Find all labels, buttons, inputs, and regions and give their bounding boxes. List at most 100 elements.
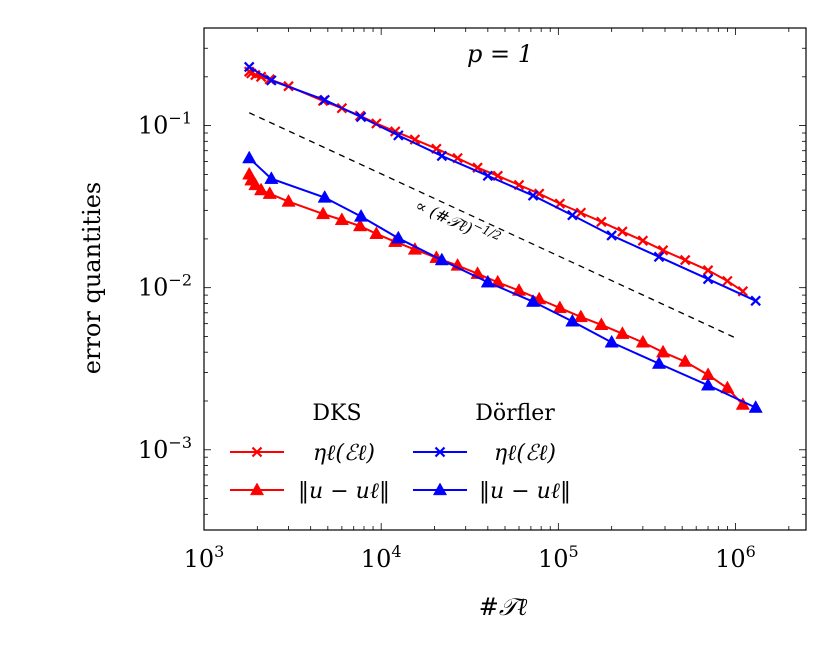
axis-labels: p = 1 #𝒯ℓ error quantities bbox=[78, 40, 533, 621]
legend-swatch-marker bbox=[249, 482, 265, 496]
data-point bbox=[391, 230, 406, 244]
series-dks-estimator bbox=[243, 66, 749, 297]
data-point-stroke-b bbox=[596, 216, 607, 228]
data-point bbox=[565, 313, 580, 327]
chart-title: p = 1 bbox=[467, 40, 533, 68]
data-point bbox=[436, 150, 448, 162]
axis-ticks: 103 104 105 106 10−3 10−2 10−1 bbox=[138, 27, 806, 573]
data-point bbox=[596, 216, 607, 228]
data-point bbox=[281, 194, 296, 207]
y-axis-label: error quantities bbox=[78, 182, 106, 374]
data-point-stroke-b bbox=[575, 207, 587, 219]
data-point bbox=[604, 334, 619, 348]
legend-swatch-marker bbox=[434, 446, 446, 458]
data-point-stroke-b bbox=[617, 226, 628, 237]
data-point bbox=[319, 94, 330, 106]
data-point-stroke-b bbox=[679, 254, 691, 266]
data-point bbox=[242, 150, 257, 164]
data-point bbox=[552, 300, 567, 314]
legend-swatch-marker-stroke-b bbox=[251, 446, 263, 458]
x-tick-label: 104 bbox=[361, 542, 402, 573]
series-dörfler-estimator bbox=[243, 61, 761, 307]
data-point-stroke-b bbox=[527, 190, 539, 201]
data-point bbox=[567, 209, 578, 221]
series-line bbox=[248, 174, 744, 406]
data-point bbox=[315, 206, 331, 220]
data-point bbox=[434, 252, 449, 266]
data-point-stroke-b bbox=[255, 71, 267, 83]
data-point bbox=[262, 186, 277, 199]
data-point bbox=[355, 111, 367, 123]
data-point bbox=[702, 265, 714, 276]
data-point bbox=[594, 317, 609, 330]
data-point bbox=[255, 71, 267, 83]
data-point-stroke-b bbox=[750, 295, 761, 307]
data-point bbox=[450, 258, 465, 271]
data-point bbox=[653, 251, 665, 263]
data-point bbox=[369, 226, 384, 239]
data-point bbox=[700, 377, 716, 391]
data-point bbox=[750, 295, 761, 307]
data-point bbox=[635, 334, 650, 348]
legend-header-dorfler: Dörfler bbox=[475, 401, 555, 426]
data-point bbox=[527, 190, 539, 201]
data-point-stroke-b bbox=[436, 150, 448, 162]
data-point bbox=[264, 171, 279, 184]
data-point bbox=[722, 275, 733, 287]
data-point bbox=[606, 230, 617, 241]
data-point-stroke-b bbox=[637, 235, 649, 246]
data-series: ∝ (#𝒯ℓ)−1/2 bbox=[242, 61, 763, 413]
data-point bbox=[651, 356, 667, 369]
legend: DKS Dörfler ηℓ(ℰℓ) ‖u − uℓ‖ ηℓ(ℰℓ) ‖u − uℓ‖ bbox=[230, 401, 571, 504]
data-point bbox=[748, 400, 763, 413]
data-point bbox=[317, 190, 332, 203]
legend-entry-label: ηℓ(ℰℓ) bbox=[494, 441, 556, 466]
legend-entry-label: ‖u − uℓ‖ bbox=[479, 479, 571, 504]
data-point bbox=[393, 130, 404, 141]
data-point bbox=[617, 226, 628, 237]
data-point-stroke-b bbox=[319, 94, 330, 106]
data-point-stroke-b bbox=[722, 275, 733, 287]
legend-swatch-marker-stroke-b bbox=[434, 446, 446, 458]
x-tick-label: 106 bbox=[715, 542, 756, 573]
series-dks-error bbox=[242, 166, 750, 410]
data-point bbox=[637, 235, 649, 246]
data-point bbox=[334, 212, 349, 226]
data-point-stroke-b bbox=[653, 251, 665, 263]
x-tick-label: 105 bbox=[538, 542, 579, 573]
data-point bbox=[482, 170, 494, 182]
y-tick-label: 10−1 bbox=[138, 109, 192, 140]
series-line bbox=[248, 70, 744, 293]
data-point bbox=[254, 182, 269, 196]
data-point-stroke-b bbox=[393, 130, 404, 141]
reference-line-label: ∝ (#𝒯ℓ)−1/2 bbox=[412, 193, 503, 251]
legend-entry-label: ηℓ(ℰℓ) bbox=[313, 441, 375, 466]
series-dörfler-error bbox=[242, 150, 763, 413]
data-point bbox=[678, 354, 693, 367]
data-point bbox=[525, 294, 541, 307]
data-point-stroke-b bbox=[482, 170, 494, 182]
legend-entry-label: ‖u − uℓ‖ bbox=[298, 479, 390, 504]
data-point bbox=[573, 309, 588, 323]
data-point bbox=[353, 208, 369, 222]
data-point-stroke-b bbox=[355, 111, 367, 123]
data-point bbox=[720, 380, 735, 394]
data-point bbox=[575, 207, 587, 219]
legend-header-dks: DKS bbox=[312, 401, 361, 426]
data-point bbox=[679, 254, 691, 266]
x-axis-label: #𝒯ℓ bbox=[479, 593, 528, 621]
data-point bbox=[655, 344, 671, 358]
data-point-stroke-b bbox=[266, 75, 277, 86]
data-point-stroke-b bbox=[243, 61, 255, 73]
legend-swatch-marker bbox=[251, 446, 263, 458]
data-point bbox=[352, 218, 368, 232]
y-tick-label: 10−3 bbox=[138, 433, 192, 464]
legend-swatch-marker bbox=[432, 482, 448, 496]
y-tick-label: 10−2 bbox=[138, 271, 192, 302]
data-point-stroke-b bbox=[567, 209, 578, 221]
data-point-stroke-b bbox=[702, 273, 714, 285]
data-point-stroke-b bbox=[657, 245, 669, 256]
data-point-stroke-b bbox=[606, 230, 617, 241]
data-point bbox=[702, 273, 714, 285]
